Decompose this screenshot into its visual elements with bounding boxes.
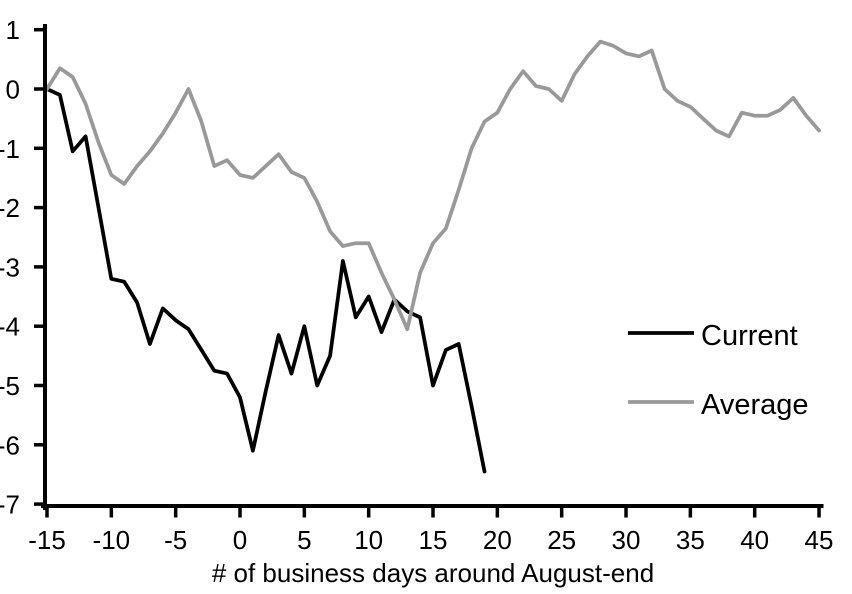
x-axis-tick-label: 25 <box>547 525 576 555</box>
y-axis-tick-label: -5 <box>0 371 20 401</box>
x-axis-tick-label: -10 <box>93 525 131 555</box>
y-axis-tick-label: 1 <box>6 15 20 45</box>
x-axis-tick-label: 40 <box>740 525 769 555</box>
series-line-average <box>45 39 821 332</box>
plot-series <box>45 39 821 474</box>
x-axis-tick-label: 5 <box>297 525 311 555</box>
x-axis-tick-label: -5 <box>164 525 187 555</box>
x-axis-ticks: -15 -10 -5 0 5 10 15 20 25 30 35 40 45 <box>28 506 833 555</box>
x-axis-tick-label: 30 <box>612 525 641 555</box>
x-axis-tick-label: 20 <box>483 525 512 555</box>
x-axis-tick-label: 15 <box>419 525 448 555</box>
y-axis-tick-label: -3 <box>0 252 20 282</box>
x-axis-title: # of business days around August-end <box>212 558 654 588</box>
y-axis-tick-label: -7 <box>0 490 20 520</box>
y-axis-tick-label: 0 <box>6 75 20 105</box>
y-axis-tick-label: -1 <box>0 134 20 164</box>
x-axis-tick-label: 35 <box>676 525 705 555</box>
x-axis-tick-label: 10 <box>354 525 383 555</box>
y-axis-tick-label: -4 <box>0 312 20 342</box>
y-axis-tick-label: -2 <box>0 193 20 223</box>
x-axis-tick-label: -15 <box>28 525 66 555</box>
legend-label-current: Current <box>701 320 798 352</box>
x-axis-tick-label: 0 <box>233 525 247 555</box>
legend: Current Average <box>628 320 809 421</box>
legend-label-average: Average <box>701 389 809 421</box>
y-axis-tick-label: -6 <box>0 430 20 460</box>
y-axis-ticks: 1 0 -1 -2 -3 -4 -5 -6 -7 <box>0 15 45 520</box>
x-axis-tick-label: 45 <box>805 525 834 555</box>
